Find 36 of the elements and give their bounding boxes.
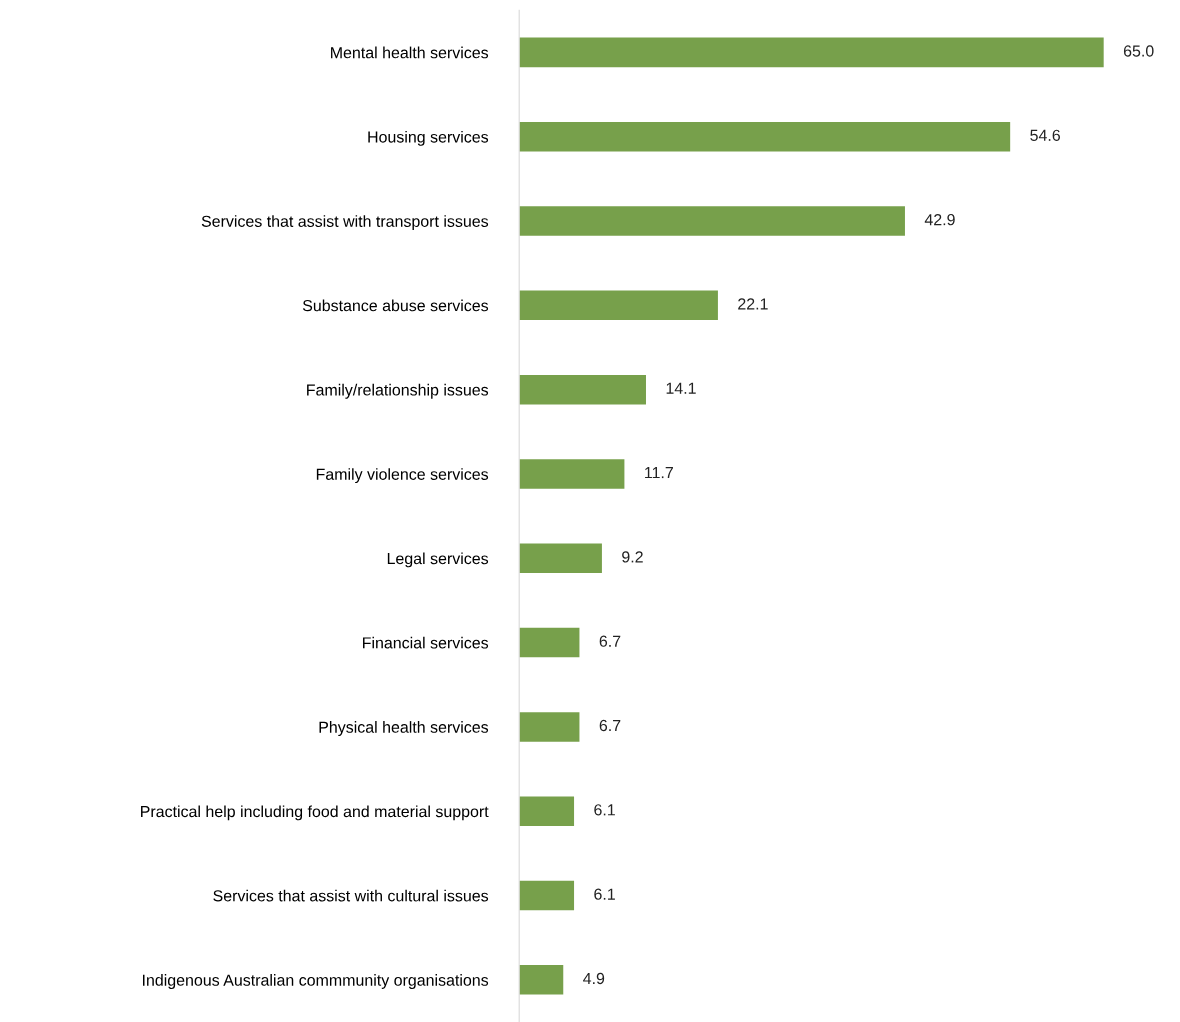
y-tick-label: Legal services <box>387 552 489 568</box>
bar <box>519 121 1011 152</box>
bar <box>519 459 625 489</box>
data-label: 11.7 <box>645 467 673 479</box>
data-label: 6.1 <box>594 888 615 900</box>
bar <box>519 206 905 236</box>
data-label: 9.2 <box>622 551 643 563</box>
bar <box>519 796 575 826</box>
y-tick-label: Family violence services <box>316 468 489 484</box>
y-tick-label: Family/relationship issues <box>307 383 489 399</box>
data-label: 6.7 <box>599 635 621 647</box>
bar <box>519 374 646 405</box>
data-label: 6.1 <box>594 804 615 816</box>
y-tick-label: Physical health services <box>319 721 489 736</box>
bar <box>519 965 564 995</box>
bar <box>519 290 718 321</box>
y-tick-label: Services that assist with cultural issues <box>213 889 489 902</box>
bar <box>519 543 602 574</box>
y-tick-label: Substance abuse services <box>302 299 489 312</box>
y-tick-label: Mental health services <box>331 46 489 59</box>
data-label: 42.9 <box>924 213 955 226</box>
data-label: 14.1 <box>666 382 696 394</box>
bar <box>519 627 580 658</box>
bar <box>519 712 580 742</box>
y-tick-label: Indigenous Australian commmunity organisations <box>143 974 489 989</box>
data-label: 65.0 <box>1123 45 1154 57</box>
y-tick-label: Practical help including food and material support <box>141 805 489 821</box>
y-tick-label: Services that assist with transport issues <box>201 215 489 231</box>
data-label: 22.1 <box>738 298 768 310</box>
bar <box>519 880 575 911</box>
data-label: 6.7 <box>599 719 621 732</box>
bar <box>519 37 1104 68</box>
y-tick-label: Financial services <box>363 636 489 649</box>
y-tick-label: Housing services <box>368 130 489 146</box>
data-label: 54.6 <box>1030 129 1060 141</box>
data-label: 4.9 <box>583 972 605 985</box>
